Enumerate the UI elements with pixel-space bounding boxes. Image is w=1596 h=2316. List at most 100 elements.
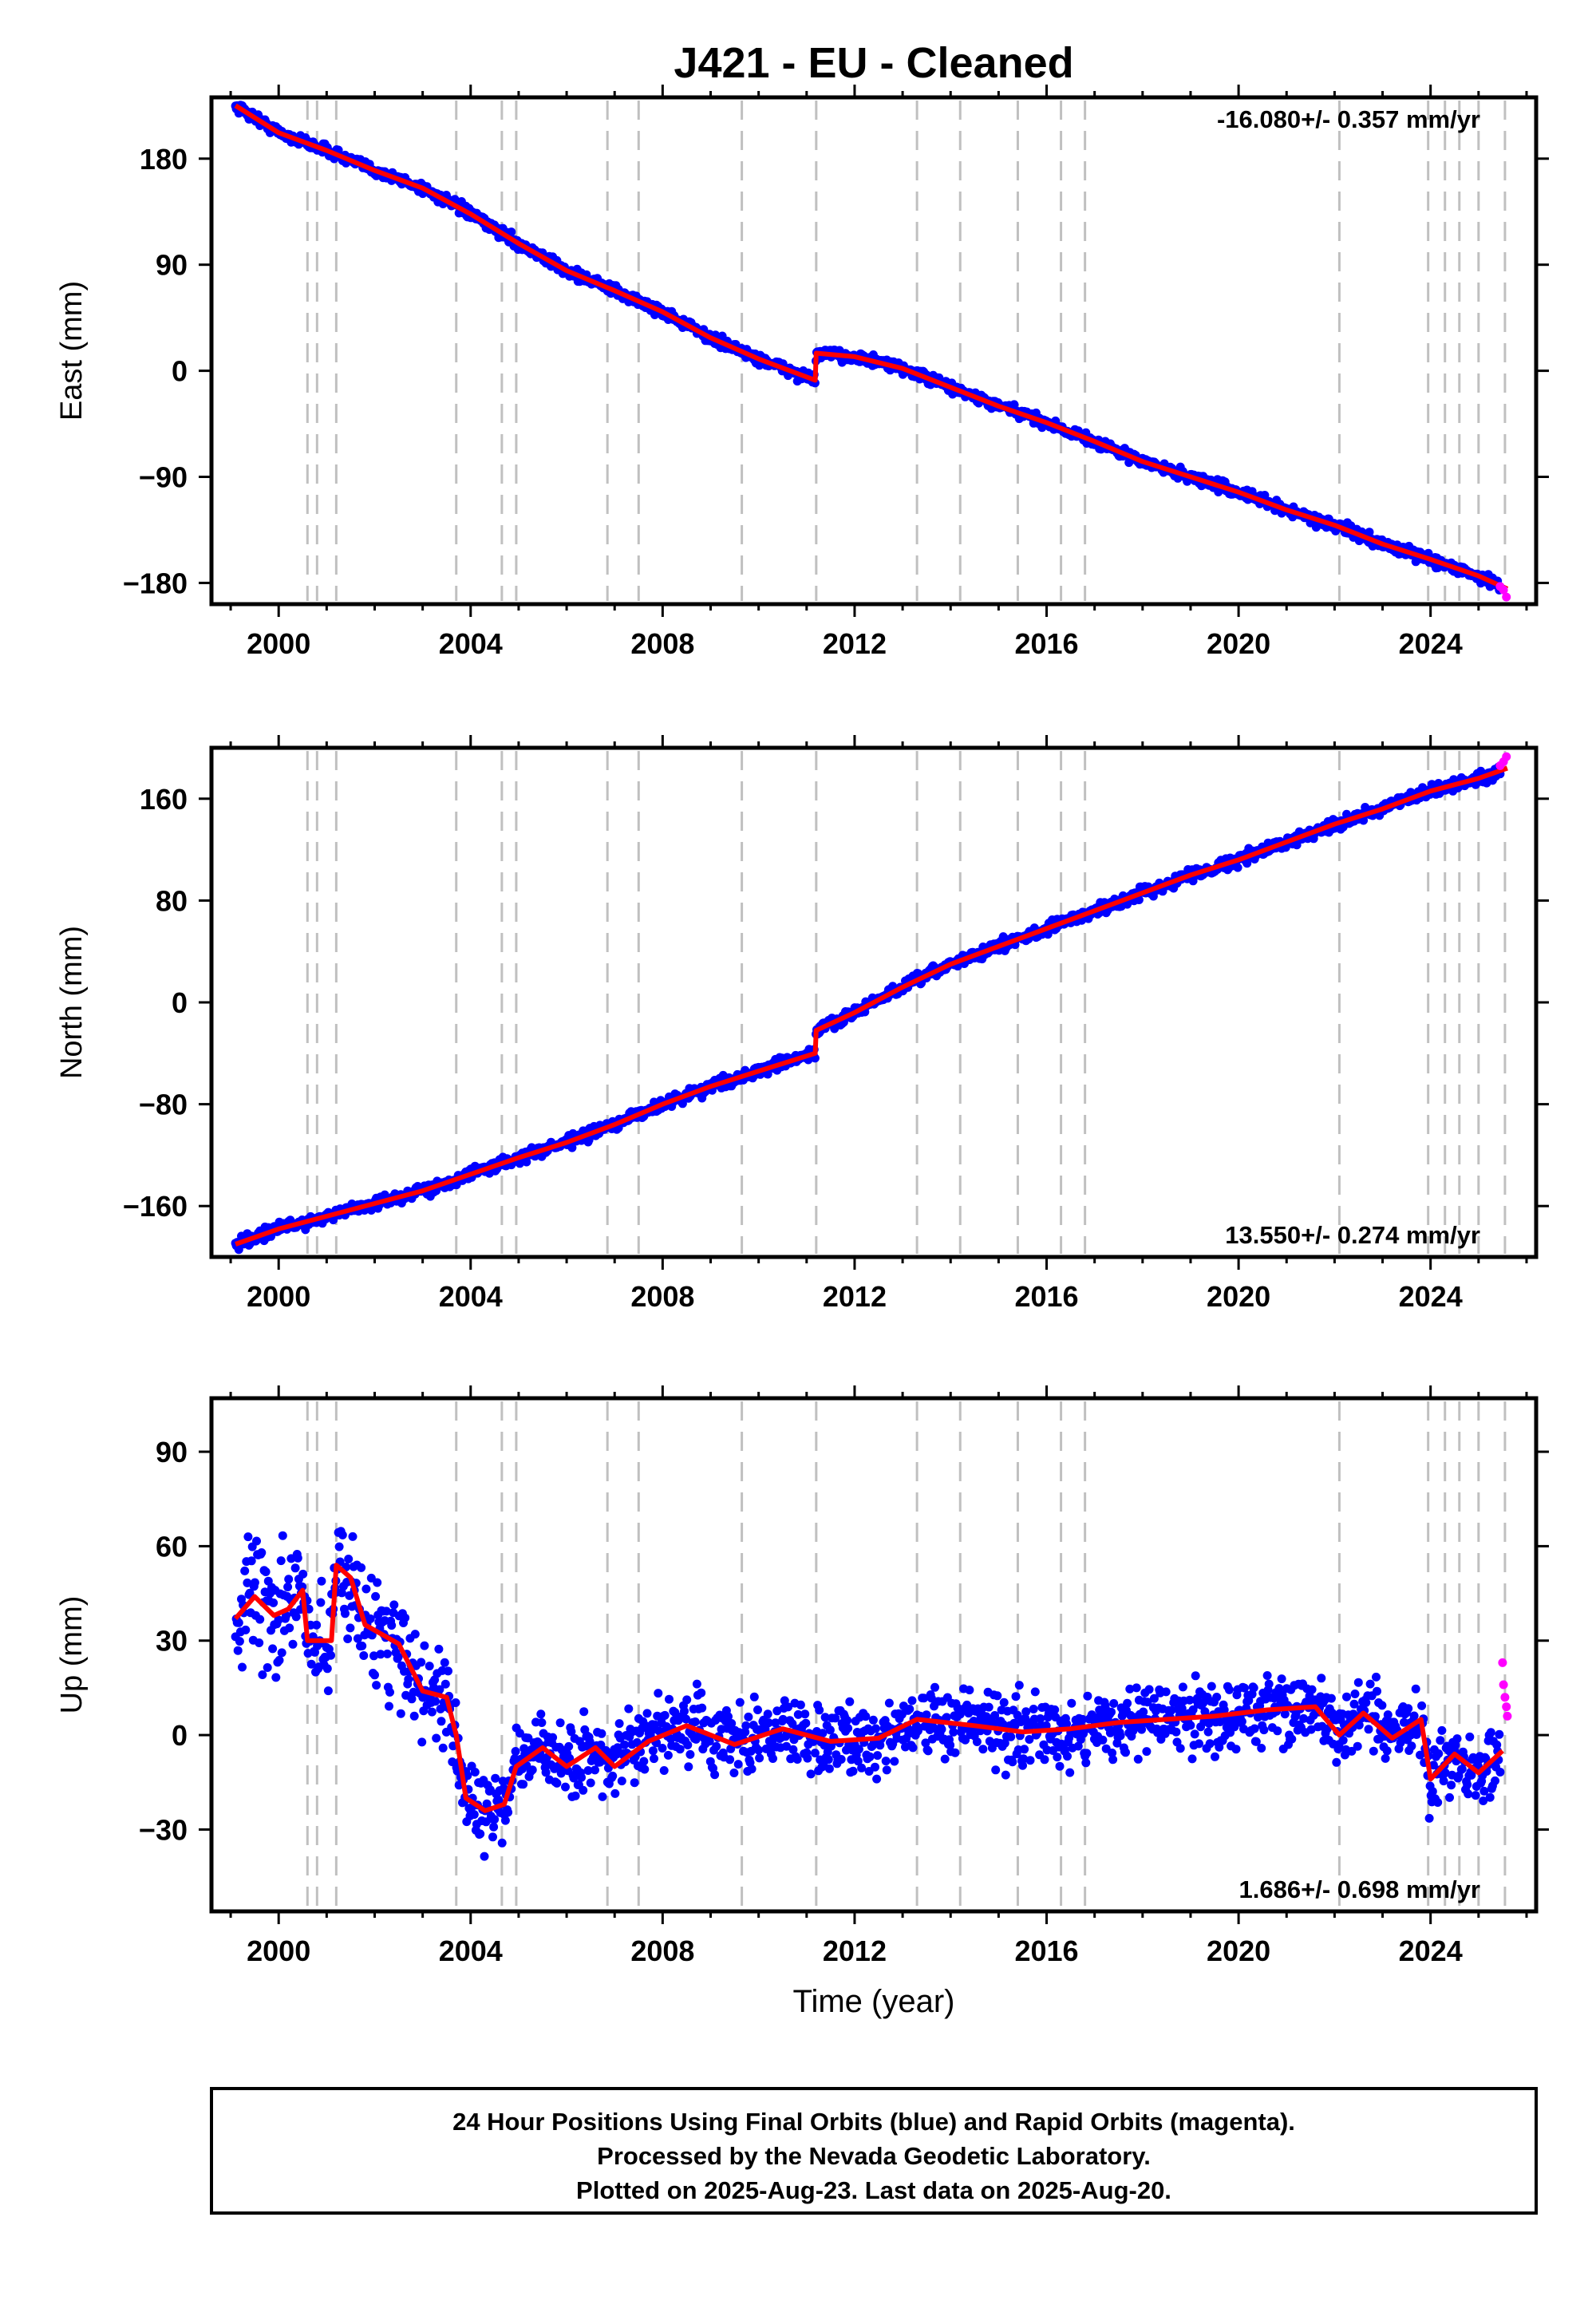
data-point: [1233, 863, 1242, 872]
data-point: [1018, 1761, 1027, 1770]
data-point: [680, 1706, 689, 1716]
data-point: [727, 1719, 737, 1728]
data-point: [1149, 1694, 1159, 1703]
data-point: [235, 1637, 244, 1646]
data-point: [820, 1741, 829, 1750]
data-point: [1025, 1756, 1035, 1765]
data-point: [726, 1744, 736, 1753]
data-point: [755, 1753, 764, 1763]
data-point: [1203, 1727, 1213, 1737]
x-tick-label: 2012: [823, 1280, 887, 1313]
data-point: [435, 1685, 444, 1694]
data-point: [942, 1713, 951, 1722]
data-point: [476, 1829, 485, 1839]
data-point: [341, 1609, 350, 1618]
data-point: [1212, 1693, 1222, 1701]
data-point: [425, 1662, 434, 1671]
data-point: [806, 1769, 816, 1779]
data-point: [1067, 1698, 1077, 1708]
data-point: [1479, 1796, 1488, 1805]
data-point: [436, 1704, 445, 1713]
data-point: [815, 1705, 824, 1715]
data-point: [749, 1692, 759, 1701]
data-point: [753, 1705, 762, 1714]
data-point: [771, 1718, 780, 1728]
data-point: [1065, 1768, 1075, 1777]
rate-label: -16.080+/- 0.357 mm/yr: [1217, 105, 1480, 133]
data-point: [1481, 1754, 1491, 1764]
data-point: [497, 1838, 507, 1848]
data-point: [367, 1630, 377, 1640]
data-point: [409, 1711, 419, 1721]
data-point: [710, 1770, 720, 1780]
data-point: [1025, 1735, 1034, 1744]
data-point: [561, 1782, 570, 1792]
data-point: [500, 1816, 510, 1825]
data-point: [536, 1709, 546, 1719]
data-point: [427, 1707, 437, 1717]
data-point: [1479, 1786, 1489, 1796]
data-point: [884, 1698, 894, 1708]
x-tick-label: 2012: [823, 1935, 887, 1967]
data-point: [499, 1784, 508, 1793]
data-point: [255, 1614, 265, 1624]
rapid-orbit-point: [1503, 1711, 1512, 1721]
data-point: [639, 1757, 649, 1766]
data-point: [586, 1778, 595, 1788]
data-point: [650, 1720, 659, 1729]
data-point: [1372, 1672, 1381, 1682]
data-point: [682, 1695, 692, 1705]
data-point: [796, 1700, 805, 1709]
y-tick-label: 60: [156, 1530, 188, 1563]
data-point: [905, 1705, 915, 1713]
data-point: [659, 1766, 669, 1775]
data-point: [683, 1741, 693, 1749]
x-tick-label: 2000: [247, 1935, 310, 1967]
data-point: [692, 1679, 701, 1689]
data-point: [724, 1712, 733, 1721]
data-point: [1240, 1683, 1249, 1693]
data-point: [1424, 1813, 1434, 1823]
data-point: [792, 1755, 802, 1764]
data-point: [684, 1762, 693, 1772]
data-point: [1439, 1777, 1448, 1786]
data-point: [873, 1751, 883, 1761]
rate-label: 1.686+/- 0.698 mm/yr: [1239, 1875, 1480, 1903]
data-point: [650, 1754, 658, 1764]
data-point: [258, 1670, 267, 1679]
data-point: [1175, 1744, 1185, 1753]
data-point: [432, 1733, 441, 1743]
data-point: [1133, 1754, 1143, 1764]
data-point: [290, 1563, 300, 1573]
data-point: [564, 1741, 574, 1751]
data-point: [323, 1686, 333, 1696]
up-panel: 2000 2004 2008 2012 2016 2020 2024−300306090Up…: [55, 1385, 1549, 1967]
data-point: [1177, 1704, 1187, 1713]
data-point: [1365, 528, 1374, 537]
data-point: [1332, 1757, 1341, 1767]
data-point: [583, 1766, 593, 1775]
data-point: [1195, 1739, 1203, 1749]
data-point: [288, 1639, 298, 1649]
data-point: [1411, 1684, 1420, 1694]
data-point: [965, 1686, 974, 1695]
data-point: [417, 1737, 427, 1747]
x-tick-label: 2016: [1014, 1280, 1078, 1313]
data-point: [353, 1634, 362, 1643]
footer-line-2: Processed by the Nevada Geodetic Laborat…: [597, 2142, 1151, 2170]
data-point: [1249, 1683, 1258, 1693]
data-point: [1465, 1732, 1475, 1741]
data-point: [754, 1745, 764, 1755]
data-point: [404, 1674, 413, 1684]
data-point: [491, 1773, 500, 1783]
data-point: [1098, 1735, 1108, 1745]
data-point: [949, 1727, 958, 1737]
data-point: [681, 1714, 691, 1724]
y-tick-label: 30: [156, 1625, 188, 1658]
x-tick-label: 2020: [1207, 1935, 1270, 1967]
data-point: [937, 1725, 946, 1734]
data-point: [882, 1765, 891, 1775]
data-point: [663, 1750, 673, 1760]
data-point: [1277, 1674, 1286, 1684]
data-point: [263, 1663, 272, 1672]
